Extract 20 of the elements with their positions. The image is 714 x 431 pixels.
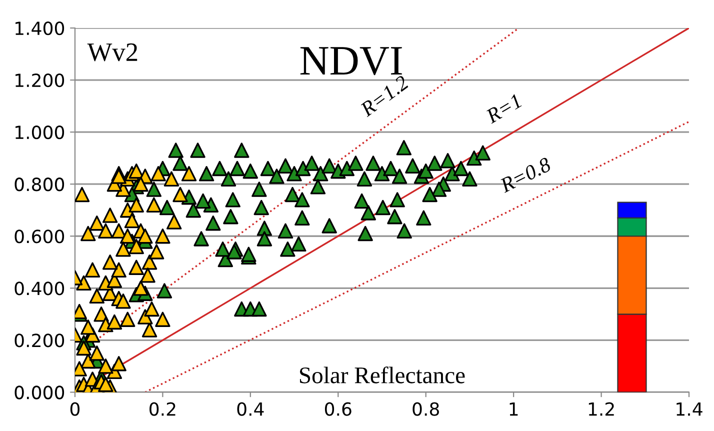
chart-title: NDVI	[300, 47, 402, 76]
y-tick-label: 1.000	[16, 126, 64, 140]
x-tick-label: 0.6	[324, 402, 352, 416]
y-tick-label: 0.000	[14, 386, 64, 400]
y-tick-label: 1.200	[16, 74, 64, 88]
x-tick-label: 0.2	[150, 402, 176, 416]
x-tick-label: 1.2	[588, 402, 614, 416]
x-tick-label: 1.4	[676, 402, 702, 416]
y-tick-label: 0.200	[14, 334, 64, 348]
x-tick-label: 0.8	[412, 402, 439, 416]
y-tick-label: 1.400	[16, 21, 64, 36]
y-tick-label: 0.800	[14, 178, 64, 192]
x-axis-title: Solar Reflectance	[300, 366, 465, 384]
y-tick-label: 0.400	[14, 282, 64, 296]
annotation: Wv2	[87, 43, 138, 62]
x-tick-label: 1	[510, 402, 518, 416]
text: R=1	[484, 94, 522, 124]
y-tick-label: 0.600	[14, 230, 64, 244]
x-tick-label: 0.4	[237, 402, 264, 416]
x-tick-label: 0	[70, 402, 80, 416]
